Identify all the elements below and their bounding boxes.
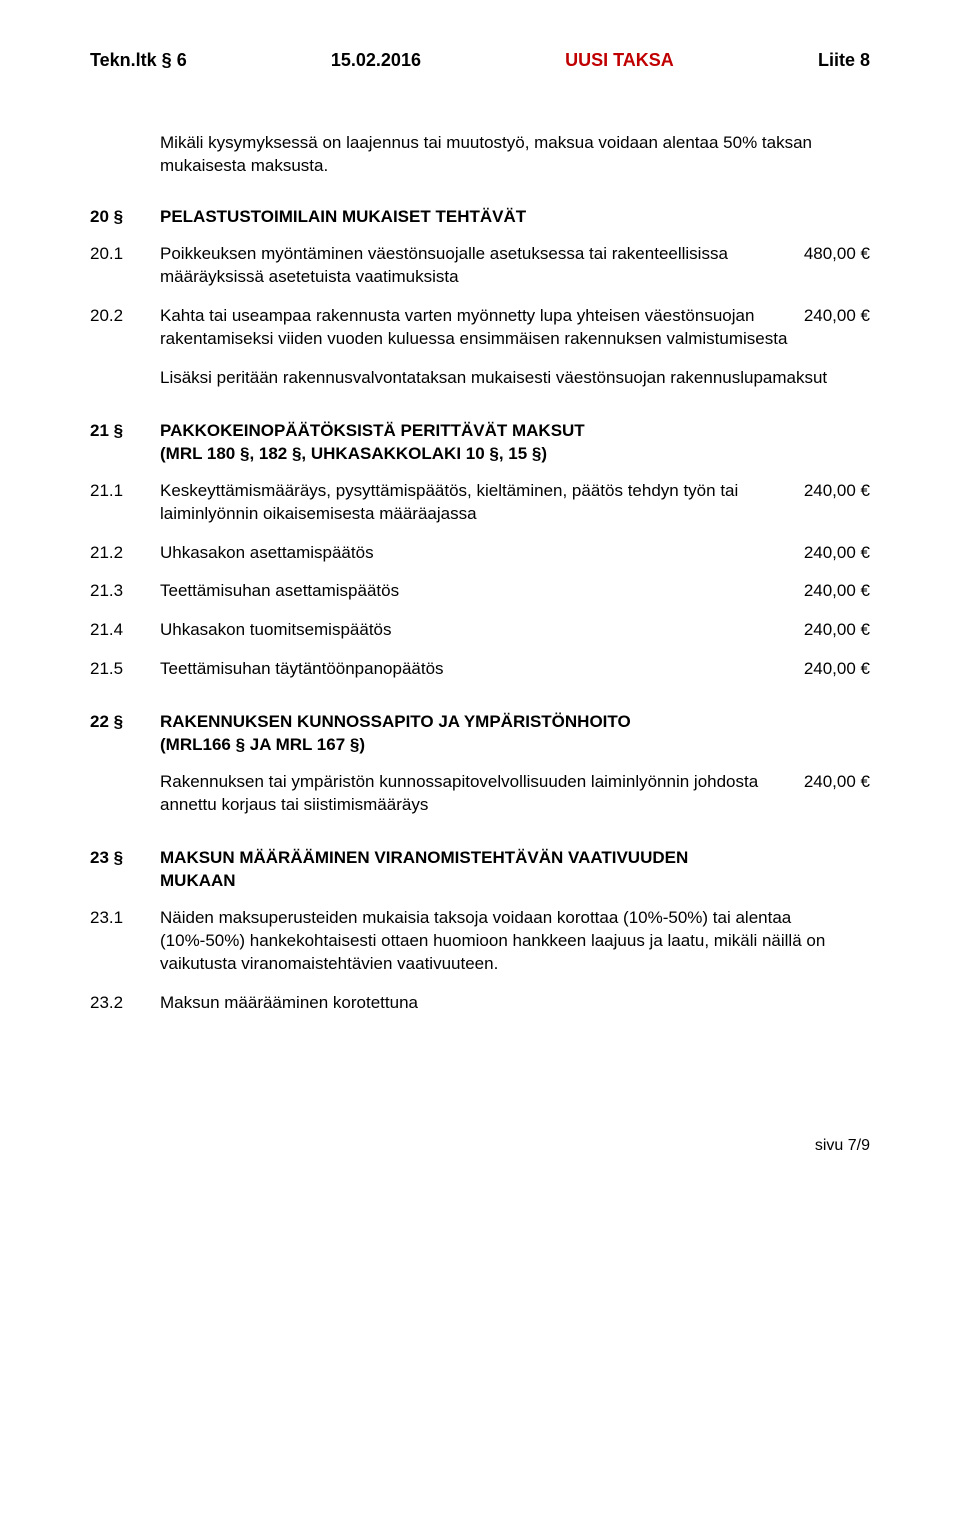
section-21-num: 21 § (90, 420, 160, 466)
section-22-title-l2: (MRL166 § JA MRL 167 §) (160, 735, 365, 754)
section-22-amount: 240,00 € (804, 771, 870, 817)
clause-text: Keskeyttämismääräys, pysyttämispäätös, k… (160, 480, 804, 526)
section-20-head: 20 § PELASTUSTOIMILAIN MUKAISET TEHTÄVÄT (90, 206, 870, 229)
section-21-head: 21 § PAKKOKEINOPÄÄTÖKSISTÄ PERITTÄVÄT MA… (90, 420, 870, 466)
clause-num: 21.3 (90, 580, 160, 603)
section-22-head: 22 § RAKENNUKSEN KUNNOSSAPITO JA YMPÄRIS… (90, 711, 870, 757)
header-right: Liite 8 (818, 48, 870, 72)
section-23-num: 23 § (90, 847, 160, 893)
clause-text: Poikkeuksen myöntäminen väestönsuojalle … (160, 243, 804, 289)
page-header: Tekn.ltk § 6 15.02.2016 UUSI TAKSA Liite… (90, 48, 870, 72)
section-21-title-l1: PAKKOKEINOPÄÄTÖKSISTÄ PERITTÄVÄT MAKSUT (160, 421, 585, 440)
clause-text: Uhkasakon asettamispäätös (160, 542, 804, 565)
clause-amount: 240,00 € (804, 542, 870, 565)
clause-num: 23.2 (90, 992, 160, 1015)
clause-21-2: 21.2 Uhkasakon asettamispäätös 240,00 € (90, 542, 870, 565)
section-20-title: PELASTUSTOIMILAIN MUKAISET TEHTÄVÄT (160, 206, 526, 229)
intro-paragraph: Mikäli kysymyksessä on laajennus tai muu… (160, 132, 870, 178)
section-22-title-l1: RAKENNUKSEN KUNNOSSAPITO JA YMPÄRISTÖNHO… (160, 712, 631, 731)
clause-num: 23.1 (90, 907, 160, 976)
header-date: 15.02.2016 (331, 48, 421, 72)
header-left: Tekn.ltk § 6 (90, 48, 187, 72)
clause-text: Näiden maksuperusteiden mukaisia taksoja… (160, 907, 870, 976)
clause-amount: 240,00 € (804, 658, 870, 681)
clause-num: 21.2 (90, 542, 160, 565)
section-20-note: Lisäksi peritään rakennusvalvontataksan … (160, 367, 870, 390)
clause-num: 21.4 (90, 619, 160, 642)
section-23-head: 23 § MAKSUN MÄÄRÄÄMINEN VIRANOMISTEHTÄVÄ… (90, 847, 870, 893)
section-21-title-l2: (MRL 180 §, 182 §, UHKASAKKOLAKI 10 §, 1… (160, 444, 547, 463)
clause-20-2: 20.2 Kahta tai useampaa rakennusta varte… (90, 305, 870, 351)
section-22-text: Rakennuksen tai ympäristön kunnossapitov… (160, 771, 804, 817)
clause-num: 21.5 (90, 658, 160, 681)
clause-amount: 240,00 € (804, 619, 870, 642)
clause-21-5: 21.5 Teettämisuhan täytäntöönpanopäätös … (90, 658, 870, 681)
section-20-num: 20 § (90, 206, 160, 229)
clause-num: 20.1 (90, 243, 160, 289)
clause-21-4: 21.4 Uhkasakon tuomitsemispäätös 240,00 … (90, 619, 870, 642)
page-footer: sivu 7/9 (90, 1135, 870, 1157)
clause-text: Uhkasakon tuomitsemispäätös (160, 619, 804, 642)
clause-amount: 240,00 € (804, 580, 870, 603)
section-23-title-l1: MAKSUN MÄÄRÄÄMINEN VIRANOMISTEHTÄVÄN VAA… (160, 848, 688, 867)
clause-amount: 240,00 € (804, 305, 870, 351)
clause-text: Maksun määrääminen korotettuna (160, 992, 870, 1015)
clause-amount: 240,00 € (804, 480, 870, 526)
clause-23-1: 23.1 Näiden maksuperusteiden mukaisia ta… (90, 907, 870, 976)
section-22-num: 22 § (90, 711, 160, 757)
clause-20-1: 20.1 Poikkeuksen myöntäminen väestönsuoj… (90, 243, 870, 289)
clause-21-1: 21.1 Keskeyttämismääräys, pysyttämispäät… (90, 480, 870, 526)
section-22-body: Rakennuksen tai ympäristön kunnossapitov… (160, 771, 870, 817)
clause-21-3: 21.3 Teettämisuhan asettamispäätös 240,0… (90, 580, 870, 603)
clause-amount: 480,00 € (804, 243, 870, 289)
clause-num: 21.1 (90, 480, 160, 526)
clause-num: 20.2 (90, 305, 160, 351)
clause-text: Kahta tai useampaa rakennusta varten myö… (160, 305, 804, 351)
clause-text: Teettämisuhan asettamispäätös (160, 580, 804, 603)
clause-text: Teettämisuhan täytäntöönpanopäätös (160, 658, 804, 681)
header-title: UUSI TAKSA (565, 48, 674, 72)
section-23-title-l2: MUKAAN (160, 871, 236, 890)
clause-23-2: 23.2 Maksun määrääminen korotettuna (90, 992, 870, 1015)
